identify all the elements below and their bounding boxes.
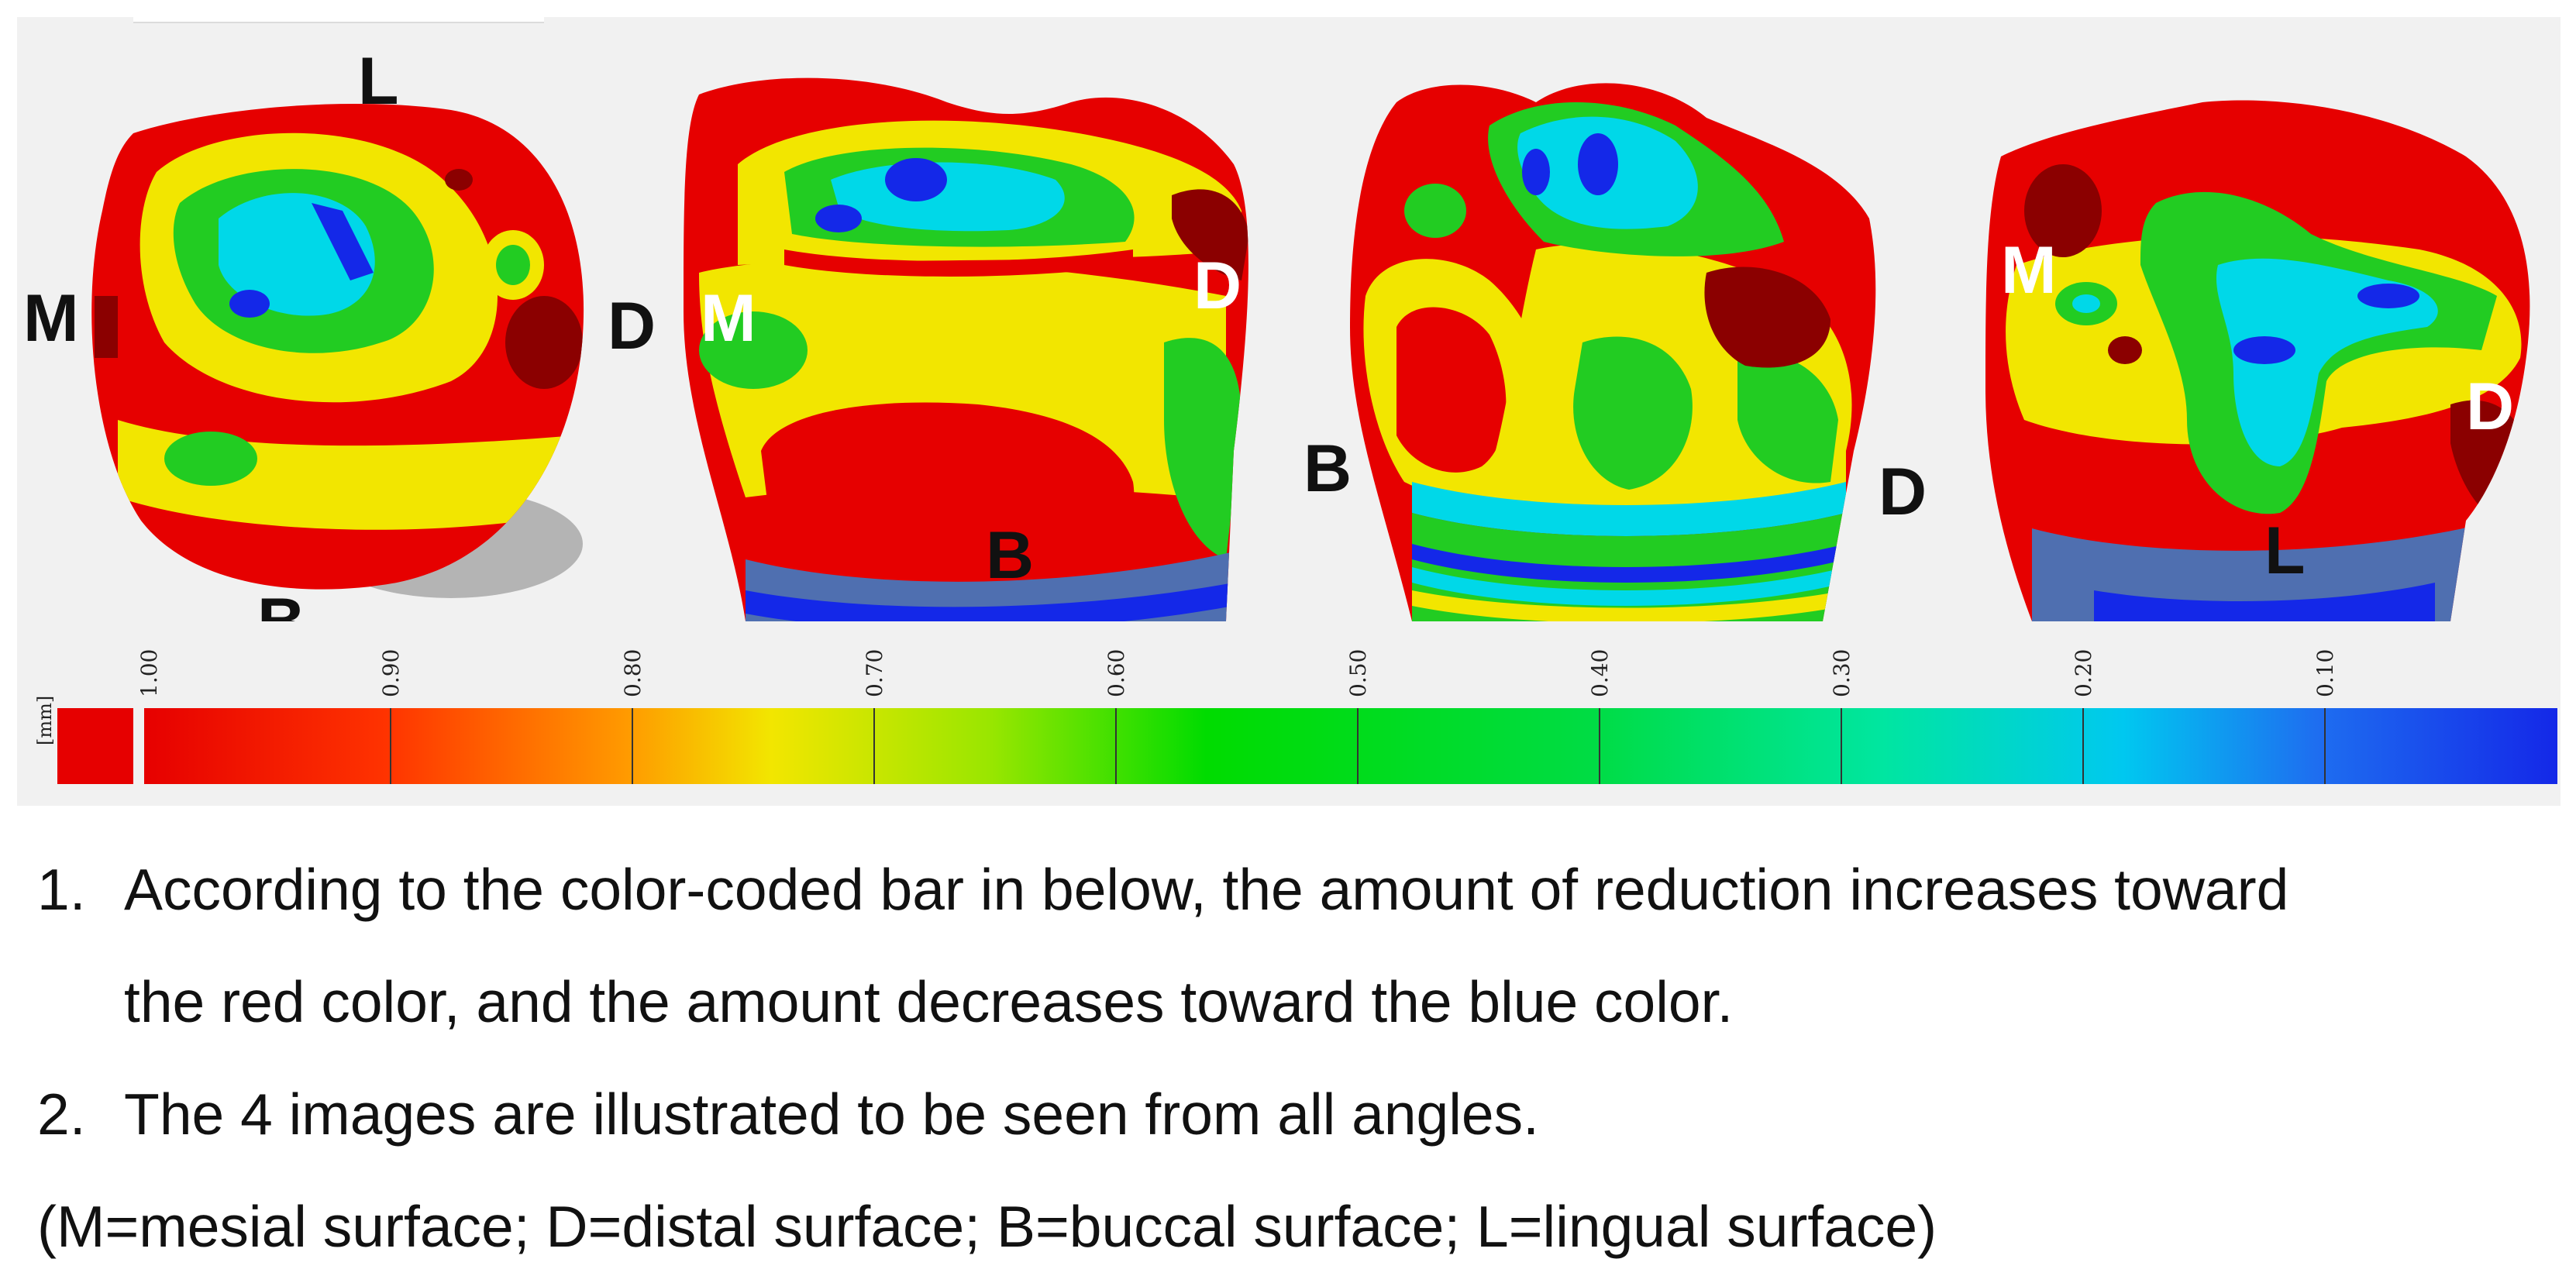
view4-label-distal: D — [2466, 370, 2514, 444]
lingual-view-tooth: M D L — [1985, 100, 2530, 622]
scale-tick-label: 1.00 — [136, 649, 162, 697]
note-1: 1. According to the color-coded bar in b… — [37, 834, 2548, 1058]
view4-label-lingual: L — [2264, 514, 2306, 588]
view1-label-lingual: L — [358, 44, 399, 119]
scale-tick-label: 0.60 — [1104, 649, 1129, 697]
view4-label-mesial: M — [2001, 233, 2057, 308]
note-1-number: 1. — [37, 857, 86, 922]
distal-view-tooth: B D — [1303, 83, 1927, 621]
scale-tick-label: 0.80 — [620, 649, 646, 697]
panel-tab-edge — [133, 17, 544, 23]
view1-label-mesial: M — [23, 281, 79, 356]
scale-tick-label: 0.10 — [2313, 649, 2338, 697]
note-2-text: The 4 images are illustrated to be seen … — [124, 1082, 1539, 1147]
caption-notes: 1. According to the color-coded bar in b… — [37, 834, 2548, 1283]
note-2-number: 2. — [37, 1082, 86, 1147]
view1-label-distal: D — [608, 289, 656, 363]
scale-gradient — [144, 708, 2557, 784]
figure-panel: L M D B M D — [17, 17, 2561, 806]
scale-tick-label: 0.50 — [1345, 649, 1371, 697]
note-1-text: According to the color-coded bar in belo… — [124, 834, 2548, 1058]
view2-label-buccal: B — [986, 518, 1034, 593]
note-2: 2. The 4 images are illustrated to be se… — [37, 1058, 2548, 1171]
tooth-views: L M D B M D — [23, 44, 2530, 659]
scale-tick-label: 0.90 — [378, 649, 404, 697]
buccal-view-tooth: M D B — [684, 77, 1248, 622]
scale-tick-label: 0.20 — [2071, 649, 2096, 697]
note-1-line-2: the red color, and the amount decreases … — [124, 969, 1734, 1034]
note-1-line-1: According to the color-coded bar in belo… — [124, 857, 2289, 922]
scale-unit: [mm] — [34, 696, 56, 745]
view2-label-distal: D — [1193, 249, 1242, 323]
scale-ticks: 1.00 0.90 0.80 0.70 0.60 0.50 0.40 0.30 0.20 0.10 — [136, 649, 2338, 784]
scale-tick-label: 0.70 — [862, 649, 887, 697]
occlusal-view-tooth: L M D B — [23, 44, 656, 659]
scale-tick-label: 0.40 — [1587, 649, 1613, 697]
color-scale-bar: [mm] 1.00 0.90 0.80 0.70 0.60 0.50 0.40 0.30 0.2… — [17, 621, 2561, 806]
scale-tick-label: 0.30 — [1829, 649, 1855, 697]
overflow-swatch — [57, 708, 133, 784]
view2-label-mesial: M — [701, 281, 756, 356]
view3-label-buccal: B — [1303, 432, 1352, 506]
abbreviation-legend: (M=mesial surface; D=distal surface; B=b… — [37, 1194, 1937, 1259]
view3-label-distal: D — [1879, 455, 1927, 529]
